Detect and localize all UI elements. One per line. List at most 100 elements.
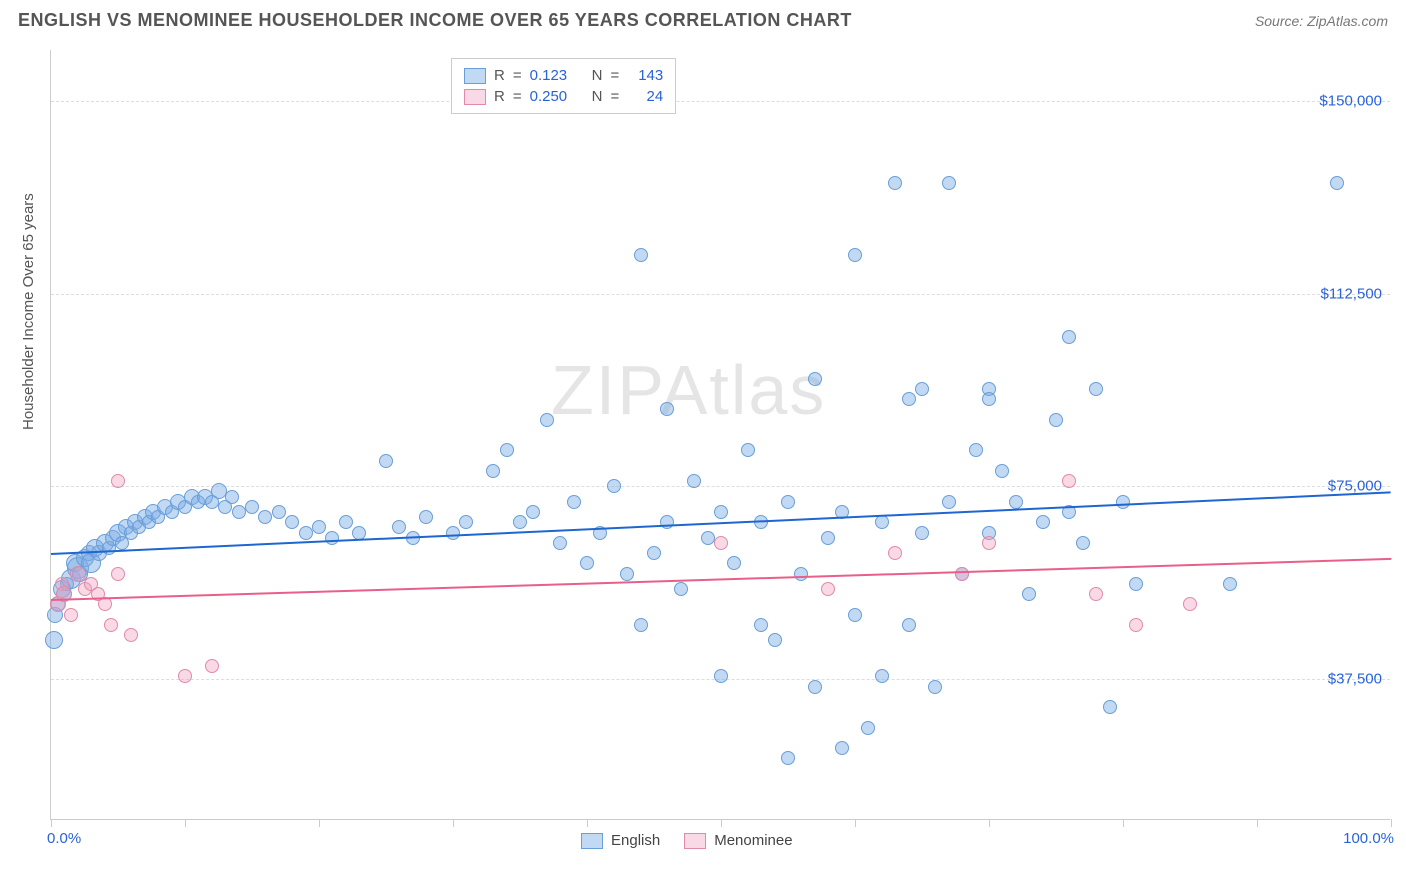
data-point — [540, 413, 554, 427]
x-tick-label: 100.0% — [1343, 830, 1394, 847]
data-point — [553, 536, 567, 550]
data-point — [835, 741, 849, 755]
data-point — [446, 526, 460, 540]
y-tick-label: $112,500 — [1321, 285, 1382, 302]
data-point — [1049, 413, 1063, 427]
data-point — [379, 454, 393, 468]
x-tick — [855, 819, 856, 827]
data-point — [942, 176, 956, 190]
data-point — [1022, 587, 1036, 601]
data-point — [1089, 587, 1103, 601]
data-point — [339, 515, 353, 529]
data-point — [781, 751, 795, 765]
data-point — [64, 608, 78, 622]
x-tick — [1123, 819, 1124, 827]
watermark: ZIPAtlas — [551, 350, 826, 430]
data-point — [620, 567, 634, 581]
data-point — [781, 495, 795, 509]
chart-header: ENGLISH VS MENOMINEE HOUSEHOLDER INCOME … — [0, 0, 1406, 37]
data-point — [634, 618, 648, 632]
data-point — [768, 633, 782, 647]
data-point — [647, 546, 661, 560]
data-point — [808, 680, 822, 694]
data-point — [821, 582, 835, 596]
y-tick-label: $150,000 — [1319, 93, 1382, 110]
data-point — [1116, 495, 1130, 509]
n-label: N — [592, 88, 603, 105]
data-point — [312, 520, 326, 534]
data-point — [902, 392, 916, 406]
x-tick — [1391, 819, 1392, 827]
data-point — [714, 669, 728, 683]
data-point — [888, 176, 902, 190]
data-point — [500, 443, 514, 457]
data-point — [861, 721, 875, 735]
data-point — [969, 443, 983, 457]
legend-swatch — [581, 833, 603, 849]
r-value: 0.123 — [530, 67, 584, 84]
data-point — [1103, 700, 1117, 714]
x-tick — [185, 819, 186, 827]
chart-title: ENGLISH VS MENOMINEE HOUSEHOLDER INCOME … — [18, 10, 852, 31]
data-point — [982, 536, 996, 550]
scatter-chart: ZIPAtlas $37,500$75,000$112,500$150,0000… — [50, 50, 1390, 820]
data-point — [513, 515, 527, 529]
x-tick — [1257, 819, 1258, 827]
trend-line — [51, 558, 1391, 601]
n-value: 143 — [627, 67, 663, 84]
data-point — [674, 582, 688, 596]
gridline — [51, 294, 1390, 295]
data-point — [1089, 382, 1103, 396]
data-point — [1129, 618, 1143, 632]
x-tick — [989, 819, 990, 827]
data-point — [124, 628, 138, 642]
data-point — [982, 392, 996, 406]
correlation-legend: R=0.123N=143R=0.250N=24 — [451, 58, 676, 114]
data-point — [526, 505, 540, 519]
data-point — [808, 372, 822, 386]
data-point — [915, 526, 929, 540]
data-point — [660, 402, 674, 416]
source-label: Source: — [1255, 13, 1307, 29]
legend-swatch — [464, 68, 486, 84]
data-point — [567, 495, 581, 509]
data-point — [660, 515, 674, 529]
data-point — [285, 515, 299, 529]
data-point — [419, 510, 433, 524]
r-label: R — [494, 88, 505, 105]
data-point — [714, 536, 728, 550]
data-point — [915, 382, 929, 396]
legend-item: Menominee — [684, 832, 792, 849]
data-point — [1062, 330, 1076, 344]
y-axis-label: Householder Income Over 65 years — [20, 193, 37, 430]
data-point — [942, 495, 956, 509]
x-tick-label: 0.0% — [47, 830, 81, 847]
x-tick — [51, 819, 52, 827]
x-tick — [721, 819, 722, 827]
data-point — [955, 567, 969, 581]
source-name: ZipAtlas.com — [1307, 13, 1388, 29]
data-point — [1036, 515, 1050, 529]
r-value: 0.250 — [530, 88, 584, 105]
data-point — [1062, 474, 1076, 488]
gridline — [51, 486, 1390, 487]
data-point — [794, 567, 808, 581]
n-label: N — [592, 67, 603, 84]
data-point — [848, 608, 862, 622]
data-point — [634, 248, 648, 262]
data-point — [607, 479, 621, 493]
data-point — [1330, 176, 1344, 190]
legend-swatch — [464, 89, 486, 105]
eq: = — [610, 88, 619, 105]
data-point — [225, 490, 239, 504]
data-point — [486, 464, 500, 478]
data-point — [701, 531, 715, 545]
data-point — [848, 248, 862, 262]
eq: = — [610, 67, 619, 84]
data-point — [687, 474, 701, 488]
data-point — [70, 566, 86, 582]
data-point — [580, 556, 594, 570]
data-point — [111, 474, 125, 488]
data-point — [325, 531, 339, 545]
data-point — [875, 515, 889, 529]
